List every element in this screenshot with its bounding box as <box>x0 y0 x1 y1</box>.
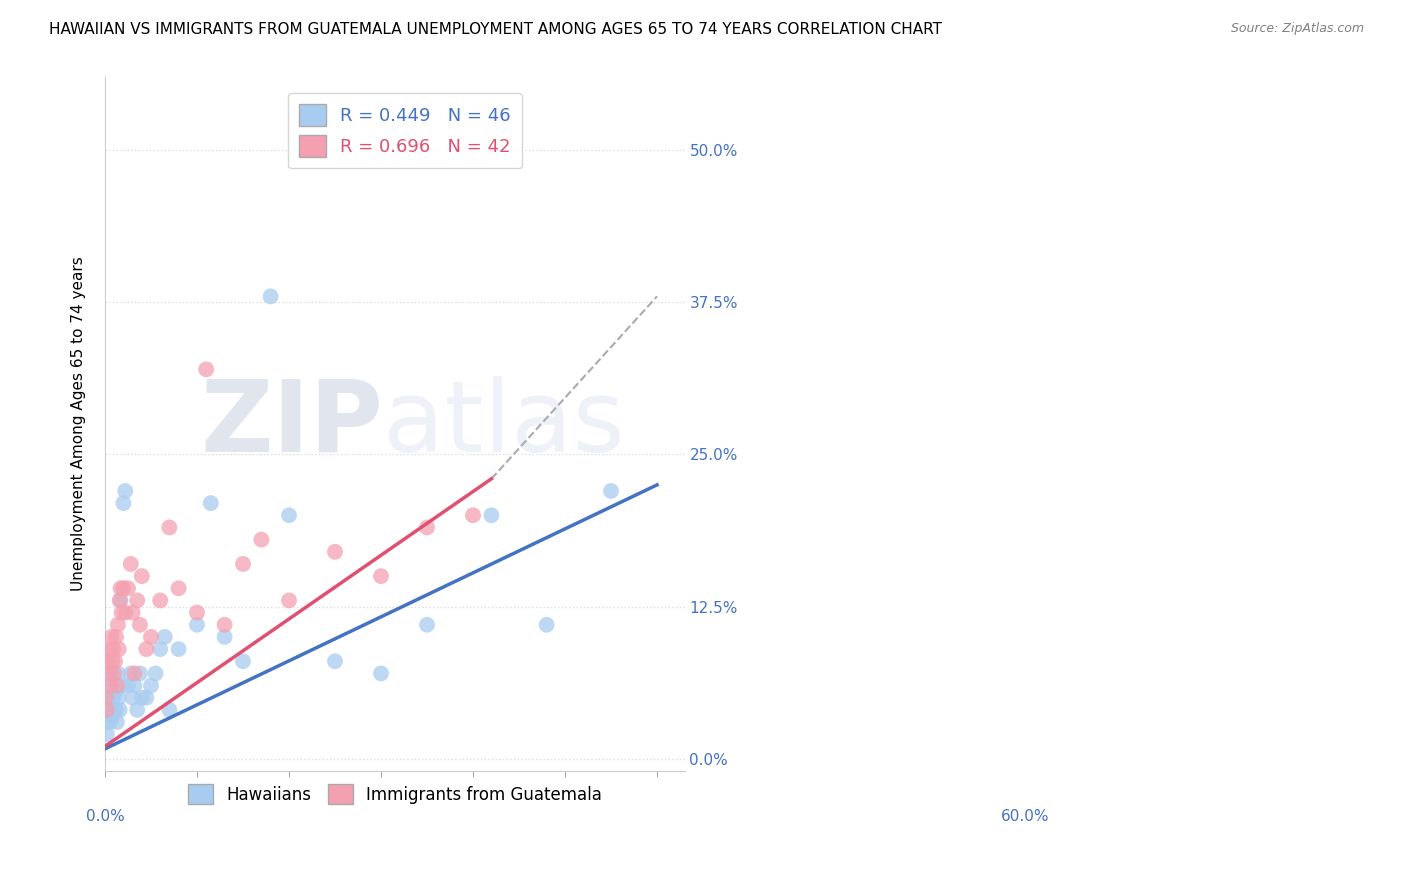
Point <box>121 690 143 705</box>
Point <box>110 581 132 595</box>
Point <box>259 289 281 303</box>
Point <box>105 714 128 729</box>
Point <box>167 581 190 595</box>
Point <box>97 666 120 681</box>
Point <box>416 520 439 534</box>
Point <box>129 617 152 632</box>
Point <box>127 703 149 717</box>
Point <box>112 496 135 510</box>
Point <box>96 727 118 741</box>
Point <box>195 362 218 376</box>
Point <box>101 709 124 723</box>
Point <box>105 703 128 717</box>
Point <box>114 606 136 620</box>
Point <box>105 679 128 693</box>
Point <box>107 690 129 705</box>
Text: HAWAIIAN VS IMMIGRANTS FROM GUATEMALA UNEMPLOYMENT AMONG AGES 65 TO 74 YEARS COR: HAWAIIAN VS IMMIGRANTS FROM GUATEMALA UN… <box>49 22 942 37</box>
Point <box>104 684 127 698</box>
Point <box>135 690 157 705</box>
Point <box>149 642 172 657</box>
Point <box>117 679 139 693</box>
Point <box>278 508 301 523</box>
Point <box>232 557 254 571</box>
Text: 0.0%: 0.0% <box>86 809 124 824</box>
Point <box>117 581 139 595</box>
Point <box>139 630 162 644</box>
Point <box>186 606 208 620</box>
Point <box>110 679 132 693</box>
Point <box>96 703 118 717</box>
Text: 60.0%: 60.0% <box>1001 809 1049 824</box>
Point <box>131 690 153 705</box>
Point <box>101 654 124 668</box>
Point <box>97 690 120 705</box>
Point <box>103 666 125 681</box>
Point <box>250 533 273 547</box>
Point <box>100 714 122 729</box>
Text: atlas: atlas <box>384 376 624 473</box>
Point <box>135 642 157 657</box>
Point <box>97 703 120 717</box>
Point <box>112 581 135 595</box>
Point <box>214 630 236 644</box>
Point <box>416 617 439 632</box>
Point <box>370 666 392 681</box>
Point <box>108 703 131 717</box>
Point <box>107 642 129 657</box>
Point <box>110 593 132 607</box>
Text: ZIP: ZIP <box>200 376 384 473</box>
Point <box>131 569 153 583</box>
Point <box>139 679 162 693</box>
Point <box>108 593 131 607</box>
Point <box>98 679 121 693</box>
Point <box>114 483 136 498</box>
Point <box>103 690 125 705</box>
Point <box>149 593 172 607</box>
Point <box>107 666 129 681</box>
Y-axis label: Unemployment Among Ages 65 to 74 years: Unemployment Among Ages 65 to 74 years <box>72 257 86 591</box>
Point <box>481 508 503 523</box>
Point <box>103 642 125 657</box>
Point <box>100 679 122 693</box>
Point <box>323 654 346 668</box>
Point <box>94 690 117 705</box>
Point <box>200 496 222 510</box>
Point <box>124 666 146 681</box>
Point <box>129 666 152 681</box>
Point <box>105 630 128 644</box>
Legend: Hawaiians, Immigrants from Guatemala: Hawaiians, Immigrants from Guatemala <box>181 777 609 811</box>
Point <box>100 630 122 644</box>
Point <box>186 617 208 632</box>
Text: Source: ZipAtlas.com: Source: ZipAtlas.com <box>1230 22 1364 36</box>
Point <box>97 654 120 668</box>
Point <box>461 508 484 523</box>
Point <box>370 569 392 583</box>
Point <box>600 483 623 498</box>
Point <box>98 642 121 657</box>
Point <box>214 617 236 632</box>
Point <box>157 703 180 717</box>
Point <box>127 593 149 607</box>
Point <box>536 617 558 632</box>
Point <box>103 703 125 717</box>
Point <box>278 593 301 607</box>
Point <box>94 714 117 729</box>
Point <box>110 606 132 620</box>
Point <box>124 679 146 693</box>
Point <box>100 666 122 681</box>
Point <box>120 666 142 681</box>
Point <box>120 557 142 571</box>
Point <box>153 630 176 644</box>
Point <box>121 606 143 620</box>
Point <box>107 617 129 632</box>
Point <box>323 545 346 559</box>
Point <box>104 654 127 668</box>
Point <box>167 642 190 657</box>
Point <box>145 666 167 681</box>
Point <box>232 654 254 668</box>
Point <box>157 520 180 534</box>
